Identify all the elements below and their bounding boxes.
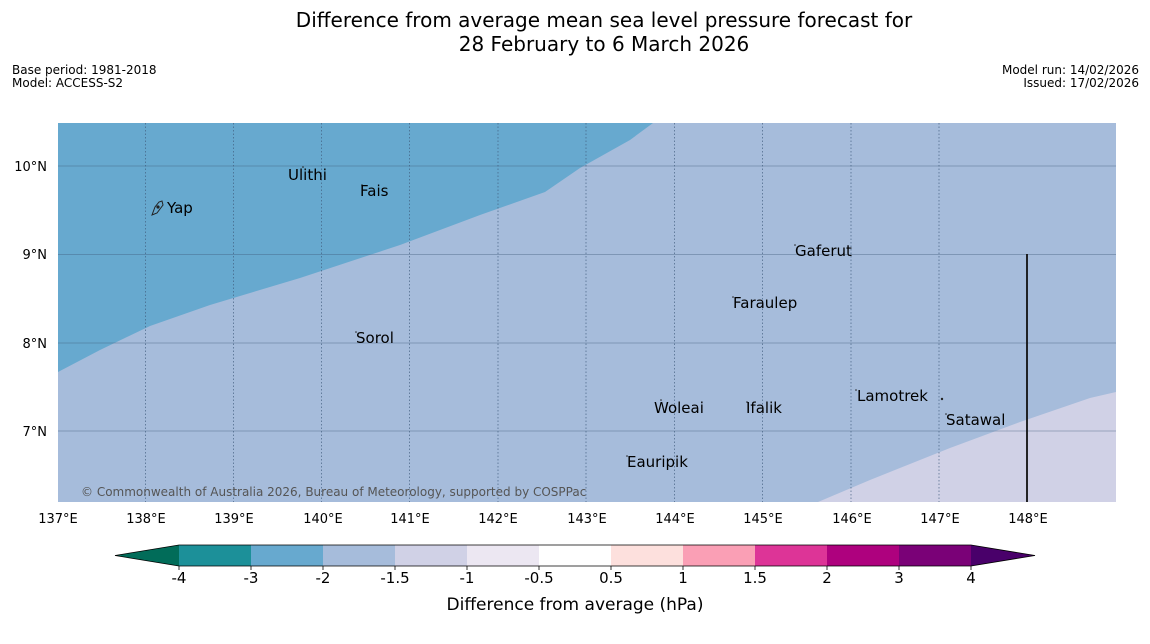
eauripik-marker <box>626 455 628 457</box>
colorbar-segment <box>179 545 252 566</box>
colorbar-tick-label: 3 <box>894 569 904 587</box>
title-line-1: Difference from average mean sea level p… <box>295 8 913 32</box>
colorbar-segment <box>755 545 828 566</box>
model-text: Model: ACCESS-S2 <box>12 76 124 90</box>
model-run-text: Model run: 14/02/2026 <box>1001 63 1139 77</box>
woleai-marker <box>660 399 662 401</box>
colorbar-tick-label: 4 <box>966 569 976 587</box>
lon-label-148e: 148°E <box>1008 512 1048 527</box>
colorbar-tick-label: 2 <box>822 569 832 587</box>
colorbar-extend-low <box>115 545 179 566</box>
chart-title: Difference from average mean sea level p… <box>0 8 1150 56</box>
colorbar-ticks: -4 -3 -2 -1.5 -1 -0.5 0.5 1 1.5 2 3 4 <box>172 566 976 587</box>
place-label-gaferut: Gaferut <box>795 242 852 260</box>
place-label-ulithi: Ulithi <box>288 166 327 184</box>
lon-label-139e: 139°E <box>214 512 254 527</box>
colorbar-segment <box>827 545 900 566</box>
lat-label-7n: 7°N <box>23 425 48 440</box>
colorbar-segment <box>251 545 324 566</box>
ulithi-marker <box>302 166 304 168</box>
colorbar: -4 -3 -2 -1.5 -1 -0.5 0.5 1 1.5 2 3 4 Difference fr… <box>114 544 1036 615</box>
lon-label-140e: 140°E <box>303 512 343 527</box>
fais-marker <box>361 184 363 186</box>
colorbar-tick-label: -4 <box>172 569 187 587</box>
place-label-eauripik: Eauripik <box>627 453 688 471</box>
place-label-faraulep: Faraulep <box>733 294 797 312</box>
place-label-yap: Yap <box>166 199 193 217</box>
lon-label-145e: 145°E <box>743 512 783 527</box>
copyright-text: © Commonwealth of Australia 2026, Bureau… <box>81 485 586 499</box>
latitude-labels: 10°N 9°N 8°N 7°N <box>14 160 47 440</box>
lon-label-141e: 141°E <box>390 512 430 527</box>
colorbar-segment <box>323 545 396 566</box>
place-label-satawal: Satawal <box>946 411 1005 429</box>
colorbar-tick-label: -0.5 <box>524 569 553 587</box>
base-info: Base period: 1981-2018 Model: ACCESS-S2 <box>12 64 157 90</box>
ifalik-marker <box>746 401 748 403</box>
colorbar-title: Difference from average (hPa) <box>447 595 704 615</box>
colorbar-tick-label: -3 <box>244 569 259 587</box>
islands <box>151 166 947 457</box>
issued-text: Issued: 17/02/2026 <box>1023 76 1139 90</box>
place-label-lamotrek: Lamotrek <box>857 387 928 405</box>
west-fayu-marker <box>940 397 944 401</box>
map-canvas: Yap Ulithi Fais Gaferut Faraulep Sorol L… <box>58 123 1116 502</box>
lon-label-143e: 143°E <box>567 512 607 527</box>
lon-label-138e: 138°E <box>126 512 166 527</box>
title-line-2: 28 February to 6 March 2026 <box>458 32 750 56</box>
base-period-text: Base period: 1981-2018 <box>12 63 157 77</box>
place-label-fais: Fais <box>360 182 389 200</box>
graticule <box>58 123 1116 502</box>
colorbar-segments <box>114 544 1036 567</box>
yap-islet <box>156 205 160 209</box>
colorbar-segment <box>395 545 468 566</box>
colorbar-tick-label: 1 <box>678 569 688 587</box>
run-info: Model run: 14/02/2026 Issued: 17/02/2026 <box>1002 64 1139 90</box>
place-label-sorol: Sorol <box>356 329 394 347</box>
place-labels: Yap Ulithi Fais Gaferut Faraulep Sorol L… <box>166 166 1005 471</box>
colorbar-tick-label: 1.5 <box>743 569 767 587</box>
lat-label-10n: 10°N <box>14 160 47 175</box>
longitude-labels: 137°E 138°E 139°E 140°E 141°E 142°E 143°… <box>38 512 1048 527</box>
colorbar-segment <box>683 545 756 566</box>
lon-label-147e: 147°E <box>920 512 960 527</box>
lat-label-9n: 9°N <box>23 248 48 263</box>
place-label-woleai: Woleai <box>654 399 704 417</box>
lon-label-142e: 142°E <box>478 512 518 527</box>
sorol-marker <box>355 331 357 333</box>
lamotrek-marker <box>855 389 857 391</box>
gaferut-marker <box>794 244 796 246</box>
anomaly-band-minus1-5-to-minus1 <box>818 392 1116 502</box>
colorbar-segment <box>899 545 972 566</box>
colorbar-segment <box>467 545 540 566</box>
place-label-ifalik: Ifalik <box>746 399 782 417</box>
colorbar-tick-label: -1 <box>460 569 475 587</box>
colorbar-extend-high <box>971 545 1035 566</box>
lon-label-146e: 146°E <box>832 512 872 527</box>
lat-label-8n: 8°N <box>23 337 48 352</box>
colorbar-tick-label: 0.5 <box>599 569 623 587</box>
satawal-marker <box>945 413 947 415</box>
colorbar-segment <box>539 545 612 566</box>
lon-label-137e: 137°E <box>38 512 78 527</box>
yap-island-shape <box>151 200 164 216</box>
colorbar-segment <box>611 545 684 566</box>
lon-label-144e: 144°E <box>655 512 695 527</box>
anomaly-band-minus3-to-minus2 <box>58 123 653 372</box>
colorbar-tick-label: -1.5 <box>380 569 409 587</box>
faraulep-marker <box>732 296 734 298</box>
colorbar-tick-label: -2 <box>316 569 331 587</box>
